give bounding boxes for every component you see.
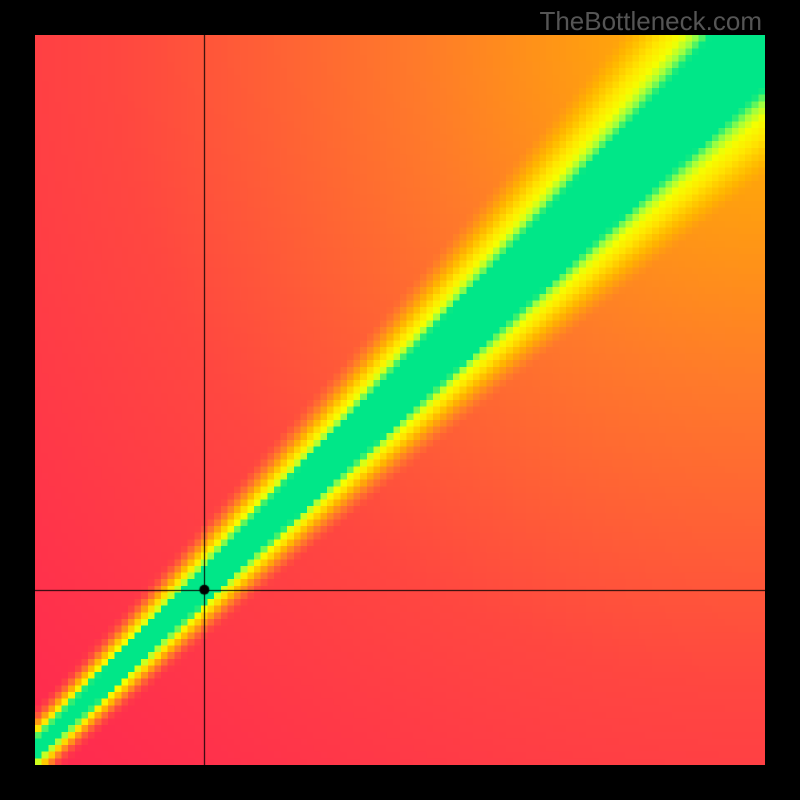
watermark-text: TheBottleneck.com [539, 6, 762, 37]
crosshair-overlay [35, 35, 765, 765]
chart-container: TheBottleneck.com [0, 0, 800, 800]
